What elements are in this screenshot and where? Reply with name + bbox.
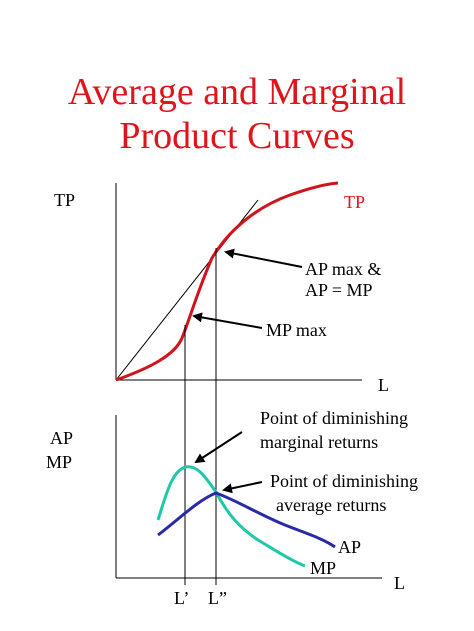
average-returns-annotation-line2: average returns (276, 495, 387, 515)
tangent-annotation-line1: AP max & (305, 259, 382, 279)
average-returns-annotation-line1: Point of diminishing (270, 471, 419, 491)
bottom-y-axis-label-mp: MP (46, 452, 73, 472)
mp-curve-label: MP (310, 558, 337, 578)
tp-curve (115, 181, 339, 382)
slide-title-line2: Product Curves (119, 115, 355, 157)
tick-label-l1: L’ (174, 588, 190, 608)
tick-label-l2: L” (208, 588, 227, 608)
arrow-marginal-returns (194, 431, 243, 464)
tp-curve-label: TP (344, 192, 366, 212)
ap-curve-label: AP (338, 537, 362, 557)
marginal-returns-annotation-line2: marginal returns (260, 432, 379, 452)
ap-curve (157, 491, 336, 549)
tangent-annotation-line2: AP = MP (305, 280, 373, 300)
top-y-axis-label: TP (54, 190, 76, 210)
arrow-tangent (224, 248, 303, 268)
mp-max-annotation: MP max (266, 320, 327, 340)
marginal-returns-annotation-line1: Point of diminishing (260, 408, 409, 428)
arrow-mp-max (192, 312, 263, 329)
bottom-x-axis-label: L (394, 573, 405, 593)
arrow-average-returns (222, 481, 263, 494)
slide-title-line1: Average and Marginal (67, 71, 407, 113)
top-x-axis-label: L (378, 375, 389, 395)
bottom-y-axis-label-ap: AP (50, 428, 74, 448)
